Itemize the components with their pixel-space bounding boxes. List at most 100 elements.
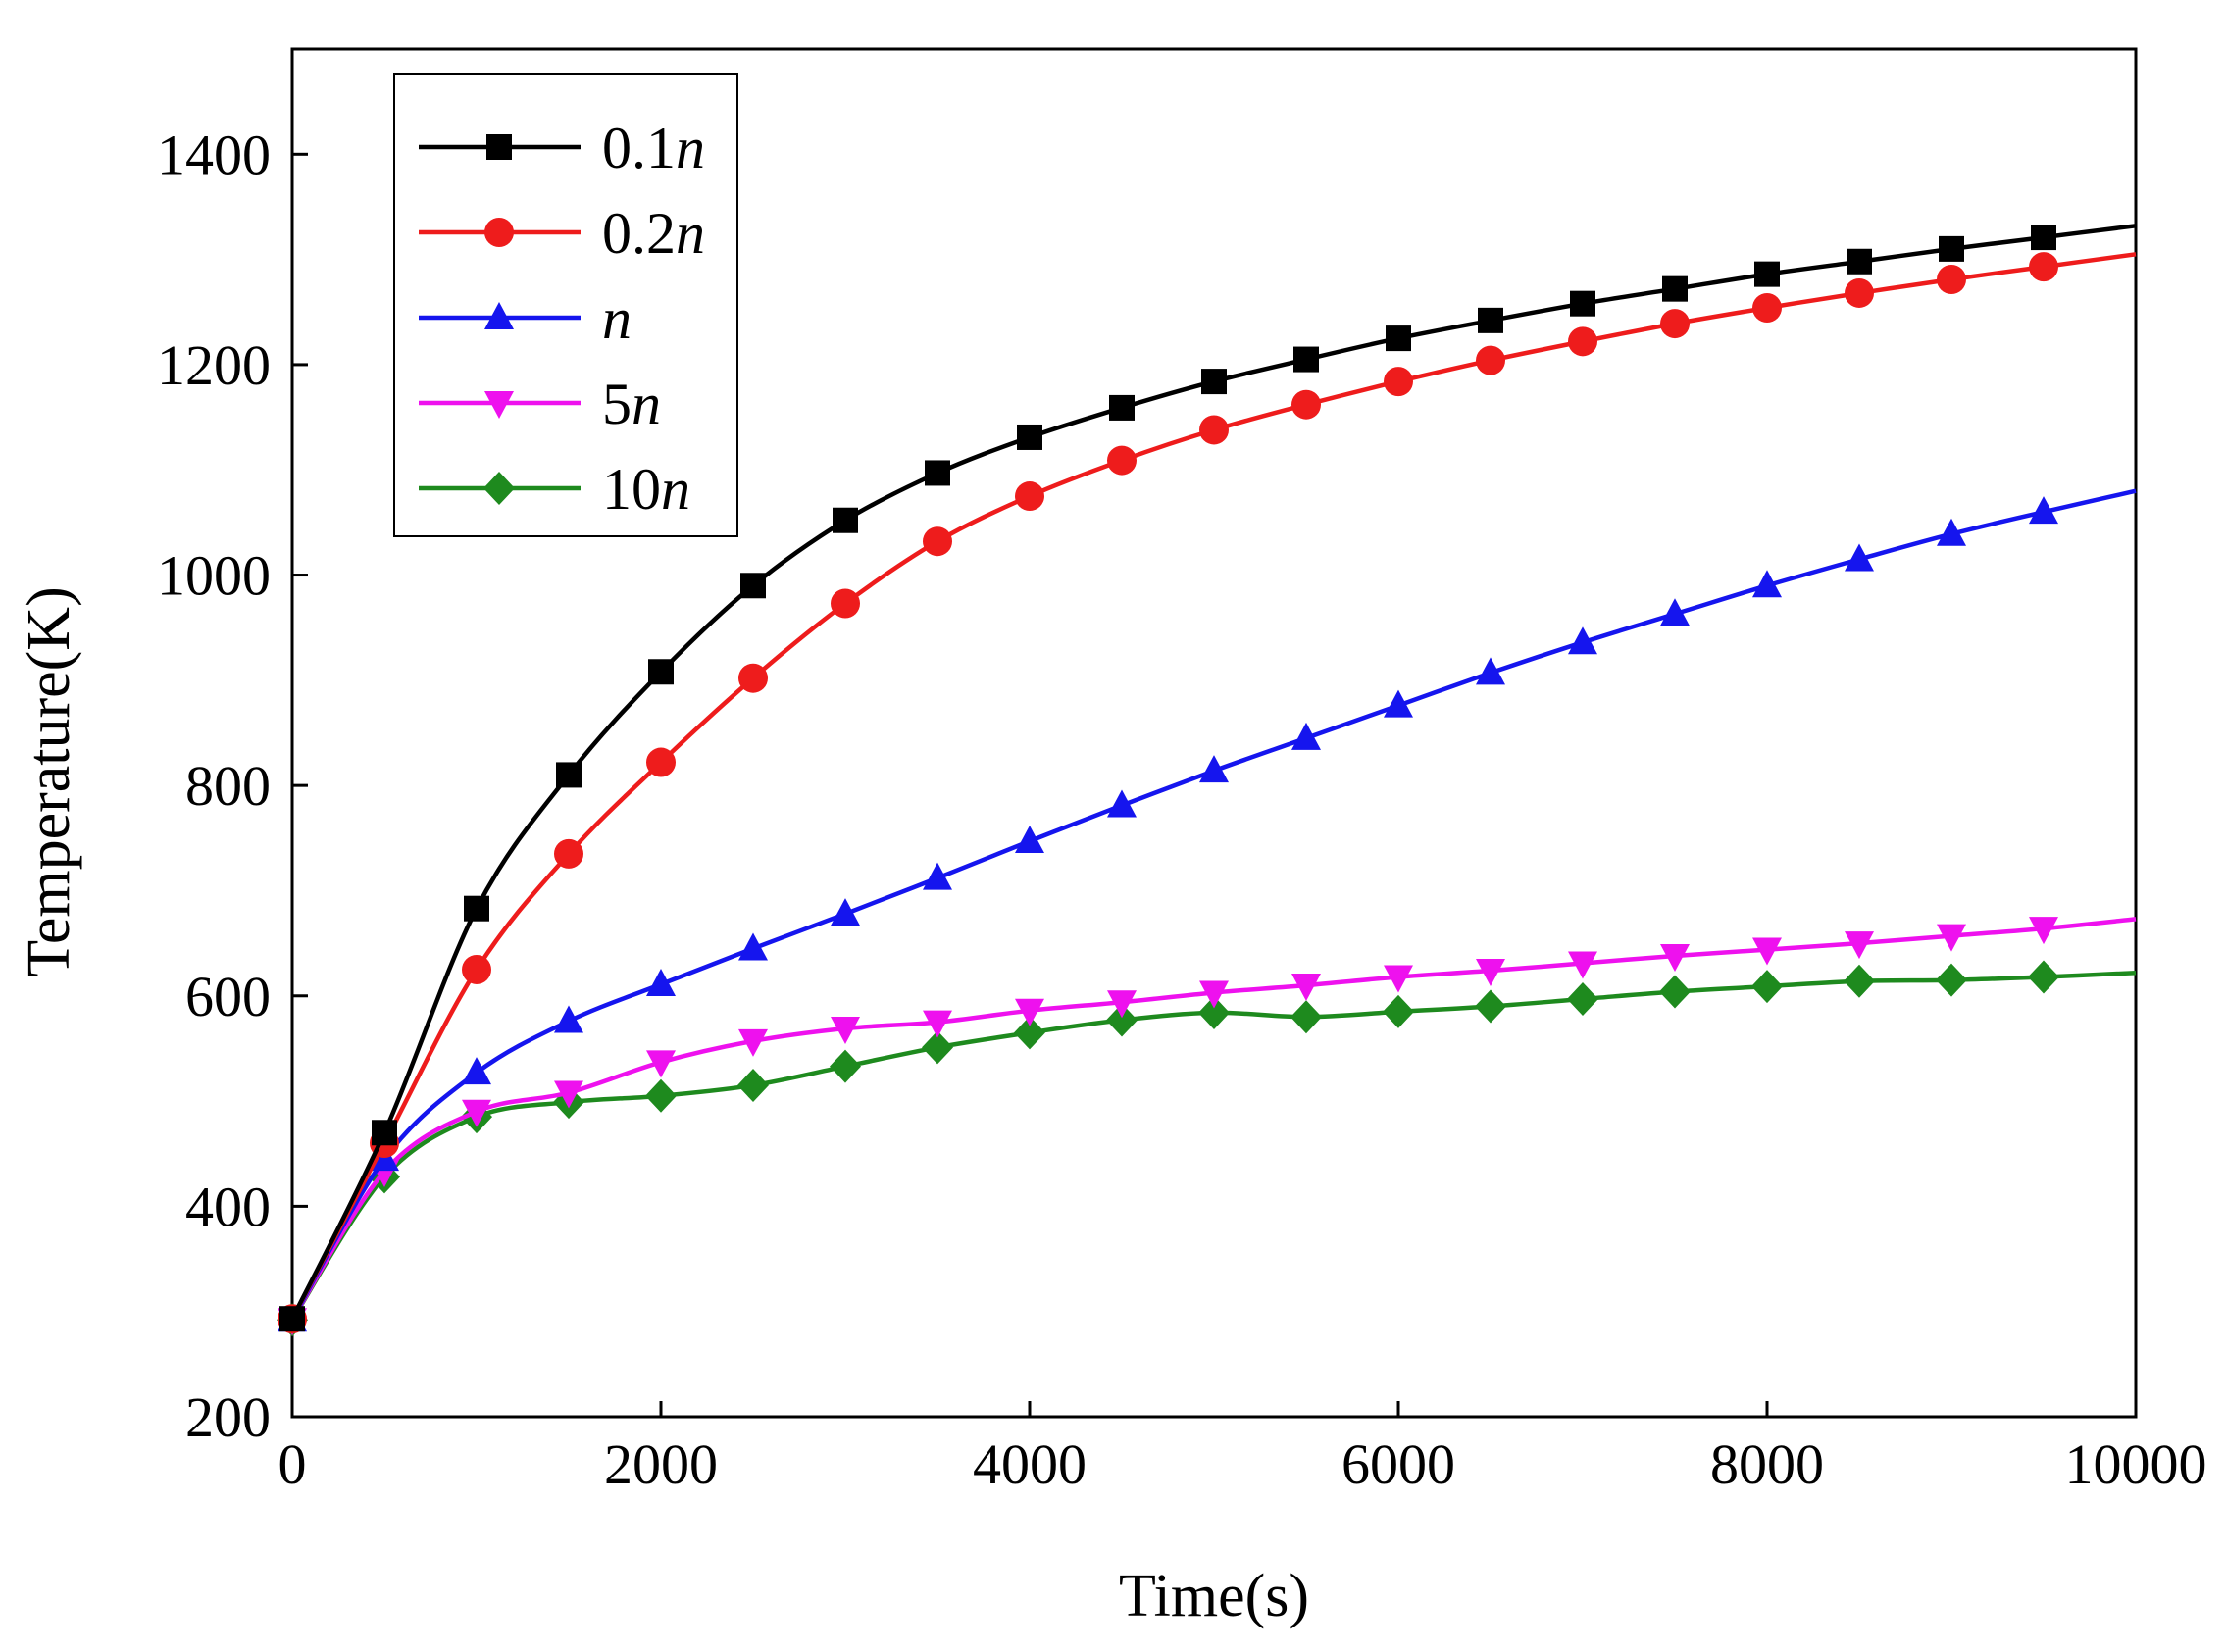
y-tick-label: 1200 (157, 333, 271, 397)
data-point-0-2n (1568, 326, 1597, 357)
data-point-n (1845, 543, 1874, 572)
y-tick-label: 1400 (157, 123, 271, 186)
legend-item-10n: 10n (419, 457, 690, 522)
data-point-10n (1844, 964, 1875, 998)
legend-marker-5n (484, 391, 514, 419)
data-point-n (1107, 789, 1137, 818)
data-point-n (1660, 598, 1690, 626)
y-tick-label: 800 (185, 754, 271, 818)
series-layer (277, 224, 2137, 1337)
legend-label-10n: 10n (602, 457, 690, 522)
data-point-5n (1752, 937, 1782, 966)
data-point-10n (2028, 960, 2059, 994)
legend-label-5n: 5n (602, 372, 661, 436)
y-tick-label: 600 (185, 965, 271, 1028)
legend-label-0-1n: 0.1n (602, 116, 705, 180)
data-point-0-1n (925, 460, 950, 486)
legend-marker-0-1n (486, 134, 512, 160)
x-tick-label: 0 (278, 1432, 307, 1496)
data-point-0-1n (556, 762, 582, 788)
data-point-0-1n (1478, 307, 1503, 333)
data-point-n (1015, 826, 1044, 854)
data-point-0-2n (1937, 265, 1966, 295)
data-point-0-1n (464, 895, 489, 922)
data-point-10n (1106, 1003, 1138, 1037)
data-point-n (2029, 496, 2058, 525)
x-tick-label: 10000 (2065, 1432, 2207, 1496)
data-point-10n (1475, 989, 1506, 1024)
x-tick-label: 6000 (1341, 1432, 1455, 1496)
data-point-n (1476, 657, 1505, 685)
data-point-n (1384, 689, 1413, 718)
data-point-10n (1751, 970, 1783, 1004)
data-point-0-1n (1754, 261, 1780, 287)
data-point-5n (1568, 951, 1597, 979)
data-point-0-2n (462, 954, 491, 984)
x-tick-label: 8000 (1710, 1432, 1824, 1496)
legend-item-n: n (419, 286, 632, 351)
data-point-0-2n (1384, 367, 1413, 397)
data-point-0-2n (1015, 481, 1044, 512)
data-point-10n (1014, 1016, 1045, 1050)
data-point-0-1n (740, 573, 766, 599)
data-point-5n (1015, 998, 1044, 1026)
data-point-5n (554, 1080, 583, 1109)
data-point-5n (1199, 980, 1229, 1009)
data-point-10n (1659, 975, 1691, 1009)
legend-marker-10n (483, 472, 515, 505)
legend-item-5n: 5n (419, 372, 661, 436)
data-point-5n (1107, 990, 1137, 1019)
data-point-10n (1567, 981, 1598, 1016)
data-point-5n (1384, 965, 1413, 993)
data-point-0-2n (646, 747, 676, 777)
data-point-n (462, 1057, 491, 1085)
data-point-10n (830, 1049, 861, 1083)
legend-item-0-1n: 0.1n (419, 116, 705, 180)
data-point-n (646, 968, 676, 996)
data-point-5n (1660, 943, 1690, 972)
data-point-5n (1291, 974, 1321, 1002)
legend-marker-0-2n (484, 218, 514, 247)
legend-label-n: n (602, 286, 632, 351)
data-point-0-2n (831, 588, 860, 619)
data-point-0-1n (1293, 346, 1319, 373)
x-axis-title: Time(s) (1119, 1563, 1309, 1629)
data-point-n (1752, 570, 1782, 598)
data-point-10n (1290, 1000, 1322, 1034)
y-axis-title: Temperature(K) (16, 586, 82, 976)
data-point-n (1568, 626, 1597, 655)
y-tick-label: 200 (185, 1385, 271, 1449)
data-point-0-2n (1107, 445, 1137, 476)
data-point-5n (831, 1017, 860, 1045)
data-point-10n (1936, 963, 1967, 997)
x-tick-label: 2000 (604, 1432, 718, 1496)
data-point-0-2n (1291, 389, 1321, 420)
data-point-0-2n (923, 526, 952, 557)
data-point-5n (2029, 917, 2058, 945)
data-point-0-1n (1386, 325, 1411, 352)
series-0-2n (278, 252, 2137, 1334)
data-point-10n (737, 1068, 769, 1102)
legend-box (393, 73, 738, 537)
data-point-0-2n (1476, 345, 1505, 375)
y-tick-label: 400 (185, 1175, 271, 1238)
legend-marker-n (484, 302, 514, 329)
data-point-0-1n (279, 1306, 305, 1332)
data-point-0-1n (2031, 225, 2056, 251)
data-point-n (1199, 755, 1229, 783)
data-point-0-2n (738, 663, 768, 693)
data-point-0-2n (1199, 415, 1229, 445)
data-point-0-2n (1752, 292, 1782, 323)
data-point-10n (1198, 995, 1230, 1029)
data-point-0-2n (554, 838, 583, 869)
data-point-0-1n (648, 659, 674, 685)
data-point-n (738, 932, 768, 961)
data-point-10n (922, 1030, 953, 1065)
data-point-0-1n (1939, 235, 1964, 262)
axis-ticks: 0 2000 4000 6000 8000 10000 200 400 600 800 1000 12… (157, 123, 2207, 1496)
legend-label-0-2n: 0.2n (602, 201, 705, 266)
data-point-10n (1383, 994, 1414, 1028)
series-0-1n (279, 224, 2137, 1332)
data-point-5n (646, 1050, 676, 1078)
